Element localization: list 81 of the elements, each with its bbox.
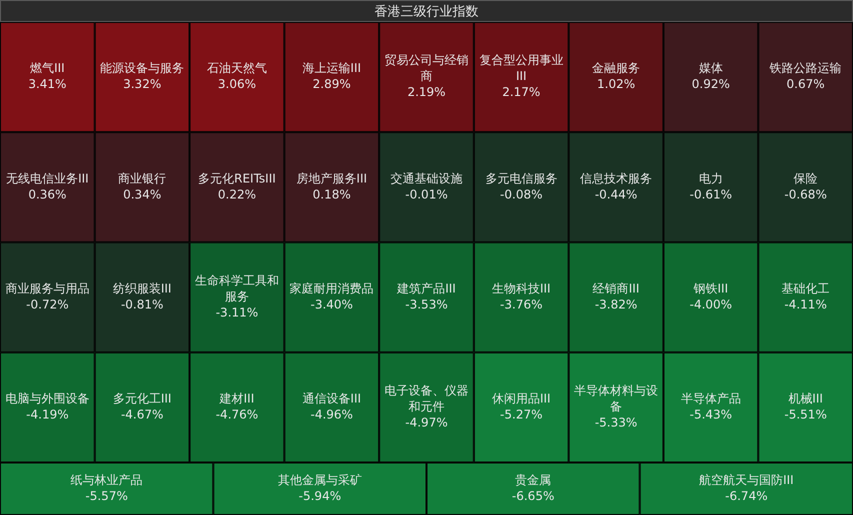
data-label: -4.76%	[216, 408, 258, 422]
data-label: -5.33%	[594, 416, 638, 430]
data-label: 3.41%	[28, 77, 66, 92]
category-label: 多元电信服务	[485, 171, 558, 186]
data-label: 0.34%	[123, 187, 162, 202]
data-label: 3.06%	[218, 77, 256, 92]
category-label: 钢铁III	[692, 281, 728, 296]
data-label: -5.51%	[784, 408, 827, 422]
data-label: -4.11%	[784, 297, 827, 312]
data-label: 1.02%	[596, 77, 636, 92]
category-label: 燃气III	[30, 61, 65, 76]
data-label: 0.22%	[218, 187, 256, 202]
category-label: 电脑与外围设备	[5, 392, 90, 406]
category-label: 铁路公路运输	[768, 61, 842, 76]
data-label: 0.92%	[692, 77, 730, 92]
data-label: -4.96%	[310, 408, 353, 422]
data-label: -4.00%	[690, 297, 732, 312]
category-label: 房地产服务III	[296, 171, 368, 186]
data-label: -3.11%	[216, 305, 258, 320]
data-label: -5.94%	[298, 488, 342, 503]
category-label: 贵金属	[515, 472, 552, 487]
category-label: 金融服务	[592, 61, 640, 76]
data-label: -6.65%	[512, 488, 554, 503]
category-label: 商业银行	[118, 171, 166, 186]
data-label: 0.36%	[28, 187, 66, 202]
category-label: 能源设备与服务	[100, 61, 184, 76]
category-label: 无线电信业务III	[6, 171, 89, 186]
data-label: -5.57%	[85, 488, 128, 503]
category-label: 其他金属与采矿	[278, 472, 362, 487]
data-label: -0.08%	[500, 187, 543, 202]
data-label: -4.67%	[120, 408, 164, 422]
category-label: 纸与林业产品	[70, 472, 143, 487]
category-label: 纺织服装III	[112, 281, 172, 296]
category-label: 基础化工	[782, 281, 830, 296]
data-label: -3.53%	[405, 297, 448, 312]
category-label: 机械III	[788, 392, 823, 406]
text: 香港三级行业指数	[374, 4, 478, 20]
category-label: 多元化工III	[112, 392, 172, 406]
category-label: 电力	[698, 171, 723, 186]
category-label: 家庭耐用消费品	[290, 281, 374, 296]
category-label: 贸易公司与经销商	[384, 53, 468, 84]
data-label: 2.19%	[407, 85, 446, 100]
data-label: -4.97%	[405, 416, 448, 430]
category-label: 航空航天与国防III	[699, 472, 794, 487]
data-label: -0.01%	[405, 187, 448, 202]
data-label: -3.40%	[310, 297, 353, 312]
category-label: 休闲用品III	[492, 392, 551, 406]
data-label: 0.18%	[312, 187, 351, 202]
category-label: 建材III	[218, 392, 254, 406]
category-label: 生命科学工具和服务	[194, 273, 279, 304]
category-label: 交通基础设施	[390, 171, 462, 186]
category-label: 保险	[794, 171, 818, 186]
data-label: -0.81%	[120, 297, 164, 312]
data-label: 0.67%	[786, 77, 825, 92]
category-label: 多元化REITsIII	[198, 171, 276, 186]
data-label: -4.19%	[26, 408, 69, 422]
category-label: 生物科技III	[492, 281, 551, 296]
data-label: 2.17%	[502, 85, 540, 100]
category-label: 建筑产品III	[396, 281, 456, 296]
category-label: 通信设备III	[302, 392, 362, 406]
category-label: 电子设备、仪器和元件	[384, 384, 468, 414]
category-label: 商业服务与用品	[5, 281, 90, 296]
data-label: -0.68%	[784, 187, 827, 202]
category-label: 信息技术服务	[580, 171, 652, 186]
data-label: -6.74%	[725, 488, 768, 503]
data-label: -0.44%	[594, 187, 638, 202]
data-label: 3.32%	[123, 77, 162, 92]
data-label: -3.82%	[594, 297, 638, 312]
category-label: 半导体产品	[680, 392, 741, 406]
category-label: 媒体	[698, 61, 723, 76]
category-label: 半导体材料与设备	[574, 384, 658, 414]
data-label: -3.76%	[500, 297, 543, 312]
data-label: -5.27%	[500, 408, 543, 422]
category-label: 石油天然气	[206, 61, 267, 76]
category-label: 复合型公用事业III	[479, 53, 564, 84]
data-label: -0.61%	[690, 187, 732, 202]
category-label: 海上运输III	[302, 61, 362, 76]
data-label: 2.89%	[312, 77, 351, 92]
data-label: -5.43%	[690, 408, 732, 422]
category-label: 经销商III	[592, 281, 640, 296]
data-label: -0.72%	[26, 297, 69, 312]
